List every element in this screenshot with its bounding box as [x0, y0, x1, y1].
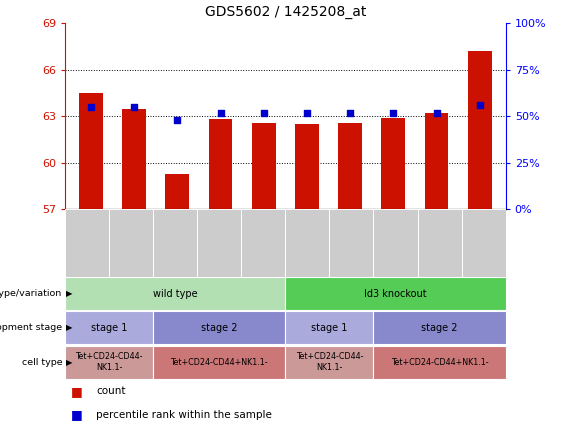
Bar — [285, 346, 373, 379]
Bar — [418, 209, 462, 277]
Bar — [109, 209, 153, 277]
Bar — [153, 346, 285, 379]
Text: genotype/variation: genotype/variation — [0, 289, 62, 298]
Point — [475, 102, 484, 109]
Bar — [197, 209, 241, 277]
Bar — [65, 311, 153, 344]
Bar — [166, 174, 189, 209]
Bar — [373, 311, 506, 344]
Bar — [153, 209, 197, 277]
Bar — [329, 209, 373, 277]
Point — [216, 109, 225, 116]
Point — [86, 104, 95, 110]
Point — [346, 109, 355, 116]
Text: Id3 knockout: Id3 knockout — [364, 288, 427, 299]
Text: Tet+CD24-CD44-
NK1.1-: Tet+CD24-CD44- NK1.1- — [75, 352, 143, 372]
Bar — [462, 209, 506, 277]
Bar — [295, 124, 319, 209]
Bar — [373, 346, 506, 379]
Text: percentile rank within the sample: percentile rank within the sample — [96, 409, 272, 420]
Text: Tet+CD24-CD44-
NK1.1-: Tet+CD24-CD44- NK1.1- — [295, 352, 363, 372]
Point — [129, 104, 138, 110]
Text: Tet+CD24-CD44+NK1.1-: Tet+CD24-CD44+NK1.1- — [391, 357, 488, 367]
Text: stage 1: stage 1 — [91, 323, 127, 333]
Bar — [65, 277, 285, 310]
Text: count: count — [96, 386, 125, 396]
Bar — [285, 277, 506, 310]
Bar — [153, 311, 285, 344]
Text: ■: ■ — [71, 408, 82, 421]
Text: stage 1: stage 1 — [311, 323, 347, 333]
Text: wild type: wild type — [153, 288, 197, 299]
Bar — [241, 209, 285, 277]
Point — [389, 109, 398, 116]
Text: Tet+CD24-CD44+NK1.1-: Tet+CD24-CD44+NK1.1- — [171, 357, 268, 367]
Bar — [65, 346, 153, 379]
Text: stage 2: stage 2 — [201, 323, 237, 333]
Bar — [381, 118, 405, 209]
Title: GDS5602 / 1425208_at: GDS5602 / 1425208_at — [205, 5, 366, 19]
Point — [173, 117, 182, 124]
Text: cell type: cell type — [21, 357, 62, 367]
Bar — [285, 311, 373, 344]
Text: stage 2: stage 2 — [421, 323, 458, 333]
Text: ▶: ▶ — [66, 289, 73, 298]
Text: ▶: ▶ — [66, 357, 73, 367]
Bar — [468, 51, 492, 209]
Point — [302, 109, 311, 116]
Bar — [252, 123, 276, 209]
Point — [432, 109, 441, 116]
Bar — [65, 209, 109, 277]
Bar — [285, 209, 329, 277]
Text: ▶: ▶ — [66, 323, 73, 332]
Text: development stage: development stage — [0, 323, 62, 332]
Bar — [79, 93, 103, 209]
Point — [259, 109, 268, 116]
Bar — [208, 119, 232, 209]
Bar — [425, 113, 449, 209]
Text: ■: ■ — [71, 385, 82, 398]
Bar — [338, 123, 362, 209]
Bar — [373, 209, 418, 277]
Bar — [122, 109, 146, 209]
